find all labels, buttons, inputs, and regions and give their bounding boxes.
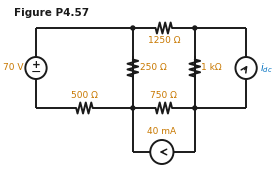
Text: 500 Ω: 500 Ω — [71, 91, 98, 100]
Text: −: − — [31, 66, 41, 79]
Circle shape — [150, 140, 174, 164]
Text: 40 mA: 40 mA — [147, 127, 176, 136]
Circle shape — [131, 26, 135, 30]
Circle shape — [235, 57, 257, 79]
Circle shape — [193, 26, 197, 30]
Text: +: + — [32, 60, 40, 70]
Circle shape — [131, 106, 135, 110]
Circle shape — [25, 57, 47, 79]
Text: 250 Ω: 250 Ω — [140, 64, 166, 73]
Text: Figure P4.57: Figure P4.57 — [14, 8, 89, 18]
Text: 70 V: 70 V — [3, 64, 24, 73]
Text: 1250 Ω: 1250 Ω — [148, 36, 180, 45]
Text: 1 kΩ: 1 kΩ — [200, 64, 221, 73]
Text: $i_{dc}$: $i_{dc}$ — [260, 61, 272, 75]
Text: 750 Ω: 750 Ω — [150, 91, 177, 100]
Circle shape — [193, 106, 197, 110]
